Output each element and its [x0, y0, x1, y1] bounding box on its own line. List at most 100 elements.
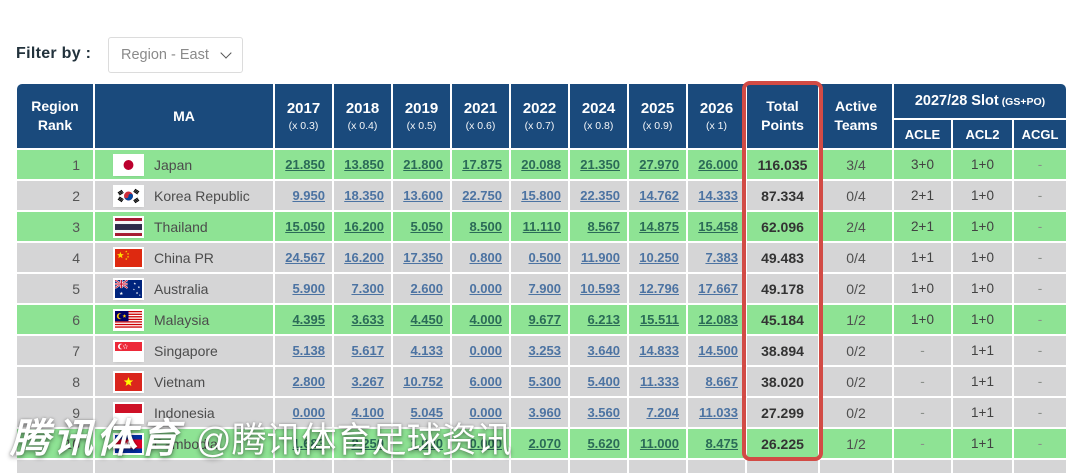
year-points-link[interactable]: 5.300	[528, 374, 561, 389]
year-points-link[interactable]: 21.800	[403, 157, 443, 172]
year-points-link[interactable]: 15.511	[639, 312, 679, 327]
year-points-link[interactable]: 17.350	[403, 250, 443, 265]
year-points-link[interactable]: 8.500	[469, 219, 502, 234]
year-points-link[interactable]: 0.000	[469, 343, 502, 358]
year-points-link[interactable]: 2.600	[410, 281, 443, 296]
year-points-link[interactable]: 11.000	[639, 436, 679, 451]
year-label: 2024	[581, 100, 616, 117]
year-points-link[interactable]: 11.900	[580, 250, 620, 265]
year-multiplier: (x 0.8)	[583, 120, 614, 132]
year-points-cell: 21.850	[275, 150, 332, 179]
slot-cell: 1+0	[953, 305, 1012, 334]
year-points-link[interactable]: 9.677	[528, 312, 561, 327]
year-points-link[interactable]: 8.667	[705, 374, 738, 389]
year-points-link[interactable]: 8.475	[705, 436, 738, 451]
ma-cell: Singapore	[95, 336, 273, 365]
year-points-link[interactable]: 11.033	[698, 405, 738, 420]
col-header-year: 2019 (x 0.5)	[393, 84, 450, 148]
year-points-link[interactable]: 14.833	[639, 343, 679, 358]
year-points-link[interactable]: 4.000	[469, 312, 502, 327]
table-row: 1 Japan 21.850 13.850 21.800 17.875 20.088 21.3…	[17, 150, 1067, 179]
year-points-link[interactable]: 16.200	[344, 219, 384, 234]
year-points-link[interactable]: 3.253	[528, 343, 561, 358]
year-points-link[interactable]: 10.250	[639, 250, 679, 265]
year-points-link[interactable]: 7.383	[705, 250, 738, 265]
year-points-link[interactable]: 4.395	[292, 312, 325, 327]
year-points-link[interactable]: 15.800	[521, 188, 561, 203]
year-points-link[interactable]: 4.100	[351, 405, 384, 420]
year-points-link[interactable]: 8.567	[587, 219, 620, 234]
year-label: 2017	[286, 100, 321, 117]
year-points-link[interactable]: 3.267	[351, 374, 384, 389]
year-points-link[interactable]: 10.593	[580, 281, 620, 296]
year-points-link[interactable]: 5.045	[410, 405, 443, 420]
year-points-link[interactable]: 7.300	[351, 281, 384, 296]
year-points-link[interactable]: 5.050	[410, 219, 443, 234]
year-points-link[interactable]: 3.560	[587, 405, 620, 420]
year-points-link[interactable]: 21.850	[285, 157, 325, 172]
year-points-link[interactable]: 5.400	[587, 374, 620, 389]
year-points-link[interactable]: 3.960	[528, 405, 561, 420]
year-points-link[interactable]: 24.567	[285, 250, 325, 265]
year-points-link[interactable]: 9.950	[292, 188, 325, 203]
year-points-link[interactable]: 0.500	[528, 250, 561, 265]
region-filter-select[interactable]: Region - East	[108, 37, 243, 73]
year-points-link[interactable]: 11.110	[522, 219, 561, 234]
year-points-link[interactable]: 6.213	[587, 312, 620, 327]
year-points-link[interactable]: 3.640	[587, 343, 620, 358]
year-points-link[interactable]: 18.350	[344, 188, 384, 203]
year-points-link[interactable]: 27.970	[639, 157, 679, 172]
slot-cell: -	[1014, 367, 1067, 396]
year-points-link[interactable]: 5.900	[292, 281, 325, 296]
year-points-link[interactable]: 0.800	[469, 250, 502, 265]
year-points-link[interactable]: 21.350	[580, 157, 620, 172]
year-points-link[interactable]: 12.083	[698, 312, 738, 327]
year-points-link[interactable]: 2.070	[528, 436, 561, 451]
year-points-link[interactable]: 5.620	[587, 436, 620, 451]
year-points-link[interactable]: 15.050	[285, 219, 325, 234]
year-points-link[interactable]: 0.000	[292, 405, 325, 420]
year-points-cell: 8.500	[452, 212, 509, 241]
year-points-cell: 11.333	[629, 367, 686, 396]
year-points-link[interactable]: 0.000	[469, 281, 502, 296]
year-points-link[interactable]: 16.200	[344, 250, 384, 265]
year-points-cell: 7.300	[334, 274, 391, 303]
year-points-link[interactable]: 17.875	[462, 157, 502, 172]
year-points-link[interactable]: 5.617	[351, 343, 384, 358]
year-points-link[interactable]: 14.333	[698, 188, 738, 203]
year-points-link[interactable]: 2.250	[351, 436, 384, 451]
year-points-link[interactable]: 10.752	[403, 374, 443, 389]
year-points-link[interactable]: 15.458	[698, 219, 738, 234]
year-points-link[interactable]: 14.500	[698, 343, 738, 358]
year-points-link[interactable]: 1.683	[292, 436, 325, 451]
year-points-link[interactable]: 13.600	[403, 188, 443, 203]
year-points-cell: 17.875	[452, 150, 509, 179]
year-points-link[interactable]: 0.000	[469, 405, 502, 420]
year-points-link[interactable]: 3.633	[351, 312, 384, 327]
year-points-link[interactable]: 4.133	[410, 343, 443, 358]
year-points-link[interactable]: 12.796	[639, 281, 679, 296]
year-points-cell: 8.567	[570, 212, 627, 241]
year-points-link[interactable]: 20.088	[521, 157, 561, 172]
year-multiplier: (x 1)	[706, 120, 727, 132]
year-points-link[interactable]: 17.667	[698, 281, 738, 296]
year-points-link[interactable]: 2.800	[292, 374, 325, 389]
year-points-link[interactable]: 4.450	[410, 312, 443, 327]
year-points-link[interactable]: 14.875	[639, 219, 679, 234]
year-points-link[interactable]: 22.750	[462, 188, 502, 203]
year-points-link[interactable]: 5.138	[292, 343, 325, 358]
year-points-cell: 10.250	[629, 243, 686, 272]
slot-cell: -	[1014, 150, 1067, 179]
year-points-cell: 8.475	[688, 429, 745, 458]
year-points-link[interactable]: 22.350	[580, 188, 620, 203]
year-points-link[interactable]: 26.000	[698, 157, 738, 172]
year-points-link[interactable]: 6.000	[469, 374, 502, 389]
year-points-link[interactable]: 0.000	[469, 436, 502, 451]
year-points-link[interactable]: 11.333	[639, 374, 679, 389]
year-points-link[interactable]: 7.204	[646, 405, 679, 420]
year-points-link[interactable]: 7.900	[528, 281, 561, 296]
year-points-link[interactable]: 14.762	[639, 188, 679, 203]
year-points-link[interactable]: 13.850	[344, 157, 384, 172]
year-points-link[interactable]: 1.000	[410, 436, 443, 451]
singapore-flag-icon	[115, 341, 142, 360]
